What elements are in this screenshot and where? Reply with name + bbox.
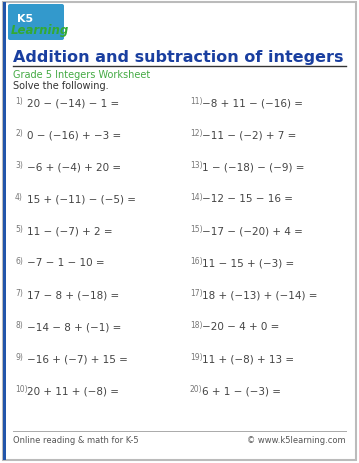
Text: 18 + (−13) + (−14) =: 18 + (−13) + (−14) = <box>202 290 317 300</box>
Text: Grade 5 Integers Worksheet: Grade 5 Integers Worksheet <box>13 70 150 80</box>
Text: 11 − (−7) + 2 =: 11 − (−7) + 2 = <box>27 226 113 236</box>
Text: 15 + (−11) − (−5) =: 15 + (−11) − (−5) = <box>27 194 136 204</box>
Text: 17 − 8 + (−18) =: 17 − 8 + (−18) = <box>27 290 119 300</box>
Bar <box>3 3 6 460</box>
Text: 9): 9) <box>15 352 23 361</box>
Text: 13): 13) <box>190 161 202 169</box>
Text: −17 − (−20) + 4 =: −17 − (−20) + 4 = <box>202 226 303 236</box>
Text: 8): 8) <box>15 320 23 329</box>
Text: 14): 14) <box>190 193 202 201</box>
Text: 19): 19) <box>190 352 202 361</box>
Text: 16): 16) <box>190 257 202 265</box>
Text: © www.k5learning.com: © www.k5learning.com <box>247 435 346 444</box>
Text: K5: K5 <box>17 14 33 24</box>
Text: 7): 7) <box>15 288 23 297</box>
Text: −11 − (−2) + 7 =: −11 − (−2) + 7 = <box>202 130 297 140</box>
Text: 0 − (−16) + −3 =: 0 − (−16) + −3 = <box>27 130 121 140</box>
Text: Online reading & math for K-5: Online reading & math for K-5 <box>13 435 139 444</box>
Text: 11 + (−8) + 13 =: 11 + (−8) + 13 = <box>202 354 294 364</box>
Text: 11 − 15 + (−3) =: 11 − 15 + (−3) = <box>202 258 294 268</box>
Text: 11): 11) <box>190 97 202 106</box>
Text: 5): 5) <box>15 225 23 233</box>
Text: 4): 4) <box>15 193 23 201</box>
Text: −14 − 8 + (−1) =: −14 − 8 + (−1) = <box>27 322 121 332</box>
Text: 12): 12) <box>190 129 202 138</box>
Text: −16 + (−7) + 15 =: −16 + (−7) + 15 = <box>27 354 128 364</box>
Text: 6): 6) <box>15 257 23 265</box>
Text: −8 + 11 − (−16) =: −8 + 11 − (−16) = <box>202 98 303 108</box>
Text: 20): 20) <box>190 384 202 393</box>
Text: −12 − 15 − 16 =: −12 − 15 − 16 = <box>202 194 293 204</box>
Text: −20 − 4 + 0 =: −20 − 4 + 0 = <box>202 322 279 332</box>
Text: 1 − (−18) − (−9) =: 1 − (−18) − (−9) = <box>202 162 304 172</box>
Text: 20 + 11 + (−8) =: 20 + 11 + (−8) = <box>27 386 119 396</box>
Text: 2): 2) <box>15 129 23 138</box>
Text: 15): 15) <box>190 225 202 233</box>
Text: 6 + 1 − (−3) =: 6 + 1 − (−3) = <box>202 386 281 396</box>
Text: 1): 1) <box>15 97 23 106</box>
FancyBboxPatch shape <box>8 5 64 41</box>
Text: Addition and subtraction of integers: Addition and subtraction of integers <box>13 50 344 65</box>
Text: 17): 17) <box>190 288 202 297</box>
Text: Learning: Learning <box>11 24 69 37</box>
Text: 18): 18) <box>190 320 202 329</box>
Text: −7 − 1 − 10 =: −7 − 1 − 10 = <box>27 258 104 268</box>
Text: −6 + (−4) + 20 =: −6 + (−4) + 20 = <box>27 162 121 172</box>
Text: 10): 10) <box>15 384 28 393</box>
Text: 20 − (−14) − 1 =: 20 − (−14) − 1 = <box>27 98 119 108</box>
Text: Solve the following.: Solve the following. <box>13 81 109 91</box>
Text: 3): 3) <box>15 161 23 169</box>
